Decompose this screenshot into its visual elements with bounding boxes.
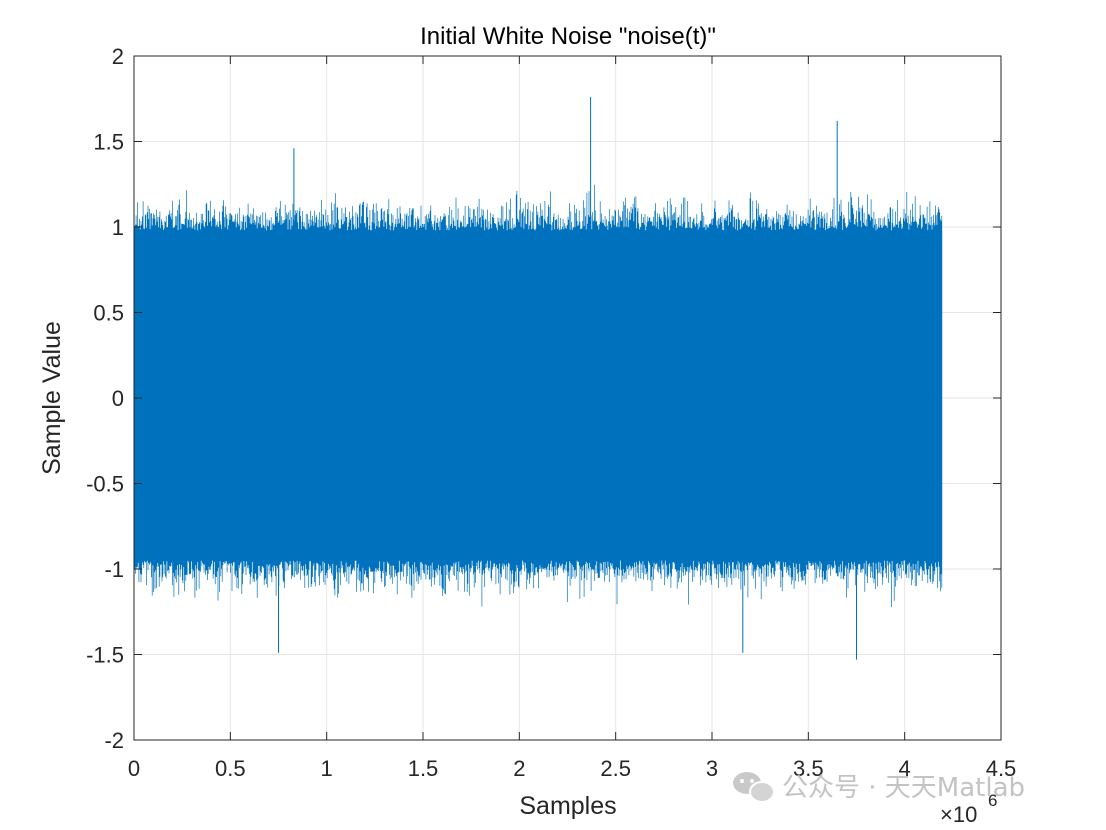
- y-tick-label: -0.5: [86, 472, 124, 497]
- x-tick-label: 4.5: [986, 756, 1017, 781]
- x-tick-label: 2: [513, 756, 525, 781]
- x-multiplier-label: ×10: [940, 802, 977, 827]
- x-exponent-label: ×10 6: [940, 791, 997, 827]
- noise-trace: [133, 184, 943, 608]
- watermark-text: 公众号 · 天天Matlab: [782, 773, 1025, 803]
- y-axis-label: Sample Value: [38, 321, 66, 475]
- y-tick-label: 0: [112, 386, 124, 411]
- y-tick-label: 1: [112, 215, 124, 240]
- y-tick-label: -1.5: [86, 643, 124, 668]
- y-tick-labels: -2 -1.5 -1 -0.5 0 0.5 1 1.5 2: [86, 44, 124, 753]
- y-tick-label: -2: [104, 728, 124, 753]
- x-tick-label: 3: [706, 756, 718, 781]
- noise-series: [133, 97, 943, 660]
- x-multiplier-exponent: 6: [988, 791, 997, 810]
- x-tick-label: 2.5: [600, 756, 631, 781]
- y-tick-label: -1: [104, 557, 124, 582]
- x-tick-label: 1.5: [408, 756, 439, 781]
- y-tick-label: 2: [112, 44, 124, 69]
- y-tick-label: 0.5: [93, 301, 124, 326]
- chart-title: Initial White Noise "noise(t)": [420, 23, 716, 50]
- noise-peaks: [278, 97, 857, 660]
- watermark: 公众号 · 天天Matlab: [733, 772, 1025, 803]
- x-tick-labels: 0 0.5 1 1.5 2 2.5 3 3.5 4 4.5: [128, 756, 1016, 781]
- x-axis-label: Samples: [519, 792, 616, 820]
- tick-marks: [133, 55, 1002, 741]
- wechat-icon: [733, 772, 775, 803]
- x-tick-label: 3.5: [793, 756, 824, 781]
- x-tick-label: 1: [321, 756, 333, 781]
- y-tick-label: 1.5: [93, 130, 124, 155]
- x-tick-label: 0: [128, 756, 140, 781]
- x-tick-label: 0.5: [215, 756, 246, 781]
- x-tick-label: 4: [899, 756, 911, 781]
